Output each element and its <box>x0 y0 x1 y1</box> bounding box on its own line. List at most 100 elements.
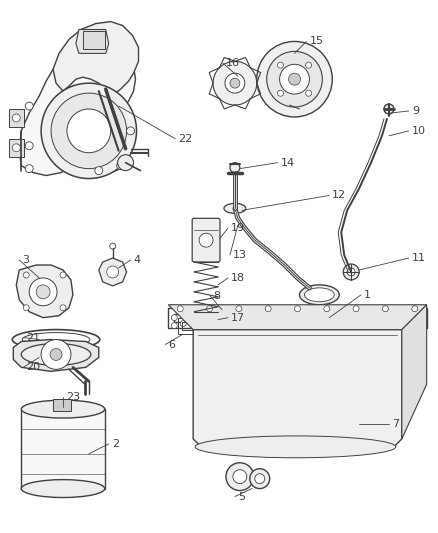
Circle shape <box>51 93 127 168</box>
Text: 20: 20 <box>26 362 40 373</box>
Circle shape <box>95 167 103 175</box>
Text: 6: 6 <box>168 340 175 350</box>
Circle shape <box>12 114 20 122</box>
Text: 15: 15 <box>309 36 323 46</box>
Circle shape <box>237 321 244 327</box>
Circle shape <box>266 321 272 327</box>
Text: 7: 7 <box>392 419 399 429</box>
Circle shape <box>23 305 29 311</box>
Polygon shape <box>53 21 138 95</box>
Circle shape <box>294 306 300 312</box>
Circle shape <box>294 321 300 327</box>
Circle shape <box>127 127 134 135</box>
Text: 12: 12 <box>332 190 346 200</box>
Text: 3: 3 <box>22 255 29 265</box>
Text: 22: 22 <box>178 134 193 144</box>
Circle shape <box>278 62 283 68</box>
Circle shape <box>289 73 300 85</box>
Polygon shape <box>402 305 427 439</box>
Circle shape <box>409 309 415 314</box>
Circle shape <box>267 51 322 107</box>
Circle shape <box>171 314 177 321</box>
Circle shape <box>225 73 245 93</box>
Circle shape <box>199 233 213 247</box>
Circle shape <box>306 90 311 96</box>
Circle shape <box>230 163 240 173</box>
Circle shape <box>209 309 215 314</box>
Circle shape <box>117 161 124 169</box>
Text: 17: 17 <box>231 313 245 322</box>
Ellipse shape <box>12 329 100 350</box>
Circle shape <box>412 306 418 312</box>
Polygon shape <box>168 305 427 329</box>
Ellipse shape <box>21 400 105 418</box>
Text: 13: 13 <box>233 250 247 260</box>
Circle shape <box>266 309 272 314</box>
Circle shape <box>382 306 389 312</box>
Circle shape <box>118 155 134 171</box>
Circle shape <box>257 42 332 117</box>
Circle shape <box>214 308 226 320</box>
Circle shape <box>418 314 424 321</box>
Text: 21: 21 <box>26 333 40 343</box>
Circle shape <box>230 78 240 88</box>
Polygon shape <box>16 265 73 318</box>
Text: 14: 14 <box>281 158 295 168</box>
Circle shape <box>233 470 247 483</box>
Text: 23: 23 <box>66 392 80 402</box>
Circle shape <box>209 321 215 327</box>
Text: 18: 18 <box>231 273 245 283</box>
Text: 16: 16 <box>226 58 240 68</box>
Bar <box>53 399 71 411</box>
Circle shape <box>324 306 330 312</box>
Circle shape <box>180 321 186 327</box>
Ellipse shape <box>300 285 339 305</box>
Circle shape <box>213 61 257 105</box>
Circle shape <box>25 142 33 150</box>
Ellipse shape <box>224 204 246 213</box>
Ellipse shape <box>304 288 334 302</box>
Ellipse shape <box>22 333 90 346</box>
Circle shape <box>323 321 329 327</box>
Text: 19: 19 <box>231 223 245 233</box>
Text: 9: 9 <box>412 106 419 116</box>
Circle shape <box>226 463 254 490</box>
Circle shape <box>180 309 186 314</box>
Circle shape <box>60 272 66 278</box>
Bar <box>21 409 105 489</box>
Ellipse shape <box>195 436 396 458</box>
Circle shape <box>306 62 311 68</box>
Circle shape <box>384 104 394 114</box>
Text: 10: 10 <box>412 126 426 136</box>
Circle shape <box>380 309 386 314</box>
FancyBboxPatch shape <box>192 219 220 262</box>
Circle shape <box>323 309 329 314</box>
Circle shape <box>353 306 359 312</box>
Text: 5: 5 <box>238 491 245 502</box>
Circle shape <box>107 266 119 278</box>
Circle shape <box>352 309 357 314</box>
Bar <box>9 139 24 157</box>
Circle shape <box>25 165 33 173</box>
Text: 4: 4 <box>134 255 141 265</box>
Bar <box>83 31 105 50</box>
Circle shape <box>279 64 309 94</box>
Circle shape <box>418 322 424 329</box>
Circle shape <box>380 321 386 327</box>
Circle shape <box>29 278 57 306</box>
Circle shape <box>50 349 62 360</box>
Circle shape <box>255 474 265 483</box>
Bar <box>9 109 24 127</box>
Ellipse shape <box>197 316 215 323</box>
Circle shape <box>41 83 137 179</box>
Circle shape <box>171 322 177 329</box>
Circle shape <box>23 272 29 278</box>
Circle shape <box>294 309 300 314</box>
Polygon shape <box>193 329 402 449</box>
Circle shape <box>347 268 355 276</box>
Circle shape <box>343 264 359 280</box>
Circle shape <box>237 309 244 314</box>
Text: 11: 11 <box>412 253 426 263</box>
Circle shape <box>265 306 271 312</box>
Circle shape <box>177 306 183 312</box>
